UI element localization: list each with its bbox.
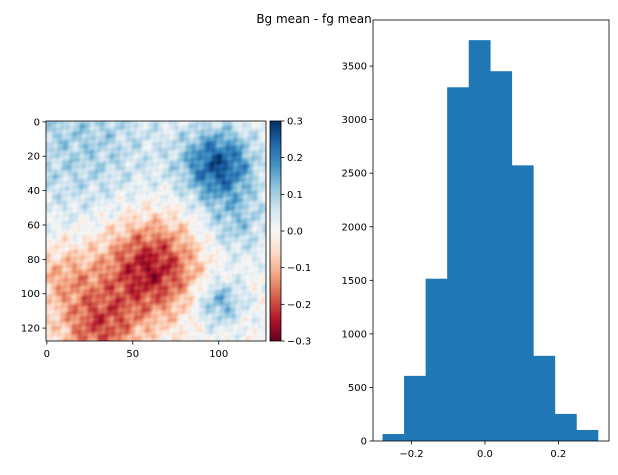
histogram-frame	[372, 19, 610, 442]
histogram-bar	[468, 40, 491, 442]
y-tick-label: 60	[27, 220, 40, 231]
x-tick-label: 0.2	[550, 449, 566, 460]
y-tick-label: 120	[21, 324, 40, 335]
histogram-bar	[404, 375, 426, 441]
colorbar-tick-label: 0.0	[287, 227, 303, 238]
y-tick-label: 20	[27, 152, 40, 163]
colorbar-tick-label: 0.1	[287, 190, 303, 201]
x-tick-label: 0	[44, 349, 50, 360]
y-tick-label: 0	[361, 437, 367, 448]
y-tick-label: 1000	[342, 329, 367, 340]
heatmap-frame	[45, 120, 267, 342]
histogram-bar	[447, 87, 470, 442]
heatmap-axes: 0 50 100 0 20 40 60 80 100 120	[21, 117, 267, 360]
x-tick-label: 100	[209, 349, 228, 360]
x-tick-label: 0.0	[477, 449, 493, 460]
colorbar-tick-label: 0.2	[287, 153, 303, 164]
x-tick-label: −0.2	[399, 449, 423, 460]
histogram-bar	[382, 434, 405, 441]
histogram-bar	[490, 71, 513, 441]
colorbar-frame	[269, 120, 282, 342]
histogram-bar	[511, 165, 534, 441]
y-tick-label: 2500	[342, 169, 367, 180]
y-tick-label: 3500	[342, 62, 367, 73]
figure-title: Bg mean - fg mean	[256, 12, 371, 26]
y-tick-label: 2000	[342, 222, 367, 233]
histogram-bar	[533, 355, 556, 441]
colorbar-tick-label: 0.3	[287, 117, 303, 128]
colorbar-axes: 0.3 0.2 0.1 0.0 −0.1 −0.2 −0.3	[269, 117, 311, 348]
y-tick-label: 40	[27, 186, 40, 197]
y-tick-label: 500	[348, 383, 367, 394]
histogram-bar	[576, 429, 599, 441]
heatmap-image	[46, 121, 266, 341]
y-tick-label: 100	[21, 289, 40, 300]
x-tick-label: 50	[126, 349, 139, 360]
colorbar-tick-label: −0.2	[287, 300, 311, 311]
y-tick-label: 80	[27, 255, 40, 266]
y-tick-label: 1500	[342, 276, 367, 287]
y-tick-label: 0	[34, 117, 40, 128]
histogram-bar	[554, 413, 577, 441]
y-tick-label: 3000	[342, 115, 367, 126]
histogram-bar	[425, 278, 448, 441]
histogram-axes: −0.2 0.0 0.2 0 500 1000 1500 2000 2500 3000 3500	[342, 19, 610, 460]
colorbar-tick-label: −0.3	[287, 337, 311, 348]
colorbar-gradient	[270, 121, 281, 341]
colorbar-tick-label: −0.1	[287, 263, 311, 274]
